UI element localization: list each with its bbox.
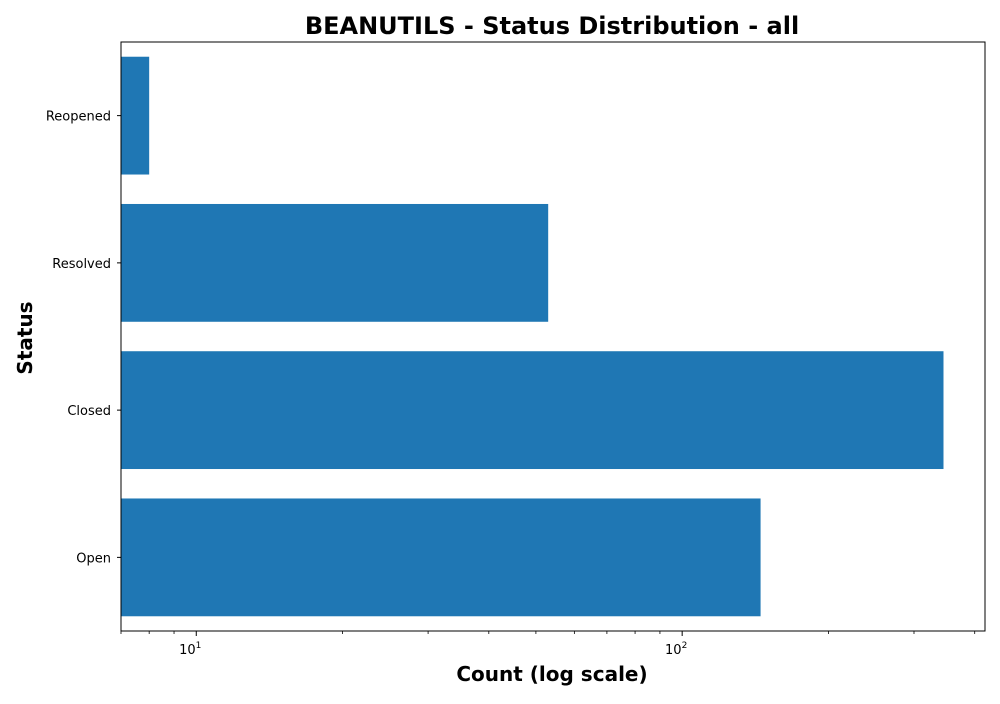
y-tick-label: Resolved: [52, 257, 111, 272]
y-tick-label: Reopened: [46, 110, 111, 125]
y-axis-title: Status: [13, 301, 37, 374]
x-tick-label: 101: [179, 641, 201, 658]
plot-frame: [120, 41, 986, 632]
x-axis-title: Count (log scale): [456, 662, 647, 686]
bar-reopened: [121, 56, 150, 175]
y-axis: Reopened Resolved Closed Open: [46, 110, 121, 566]
chart-title: BEANUTILS - Status Distribution - all: [305, 12, 799, 40]
bar-open: [121, 498, 761, 617]
x-axis: 101 102: [120, 631, 976, 658]
bar-resolved: [121, 203, 549, 322]
y-tick-label: Closed: [67, 404, 111, 419]
x-tick-label: 102: [665, 641, 687, 658]
bar-closed: [121, 351, 944, 470]
y-tick-label: Open: [76, 551, 111, 566]
bars-layer: [121, 56, 944, 617]
